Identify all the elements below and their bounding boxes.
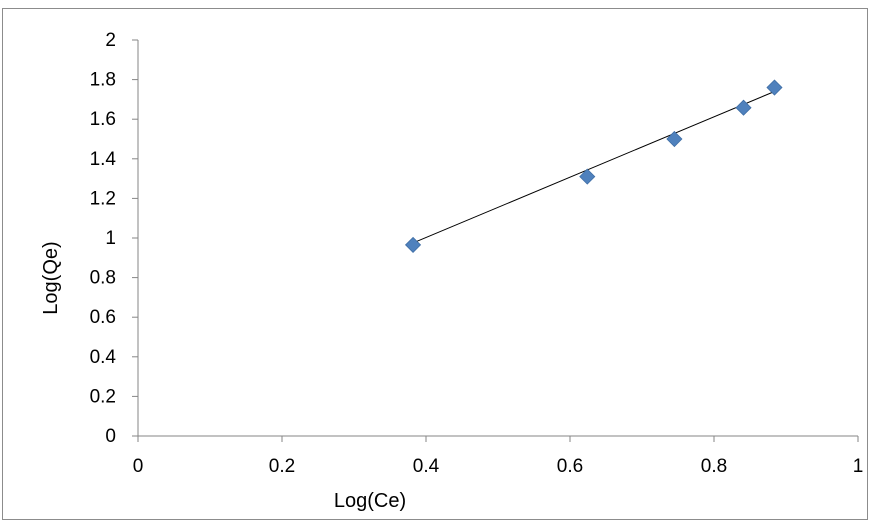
- x-tick-label: 0.2: [269, 456, 295, 477]
- data-point: [579, 168, 596, 185]
- data-point: [766, 79, 783, 96]
- x-tick-labels: 0 0.2 0.4 0.6 0.8 1: [133, 456, 864, 477]
- y-axis-title: Log(Qe): [40, 241, 62, 314]
- y-tick-label: 0.2: [90, 386, 116, 407]
- data-point: [666, 130, 683, 148]
- x-tick-label: 0.8: [701, 456, 727, 477]
- trendline: [412, 91, 775, 244]
- y-tick-label: 1: [105, 228, 116, 249]
- y-tick-label: 1.6: [90, 109, 116, 130]
- y-tick-label: 0.6: [90, 307, 116, 328]
- x-tick-label: 1: [853, 456, 864, 477]
- y-tick-label: 0: [105, 426, 116, 447]
- x-tick-label: 0: [133, 456, 144, 477]
- trendline-group: [412, 91, 775, 244]
- x-tick-label: 0.6: [557, 456, 583, 477]
- data-point: [735, 99, 752, 116]
- x-tick-label: 0.4: [413, 456, 440, 477]
- data-points: [404, 79, 783, 253]
- data-point: [404, 236, 422, 253]
- y-tick-label: 0.4: [90, 347, 117, 368]
- y-tick-labels: 0 0.2 0.4 0.6 0.8 1 1.2 1.4 1.6 1.8 2: [90, 30, 117, 447]
- axes: [132, 39, 859, 442]
- y-tick-label: 1.8: [90, 70, 116, 91]
- y-tick-label: 0.8: [90, 268, 116, 289]
- y-tick-label: 1.2: [90, 188, 116, 209]
- y-tick-label: 2: [105, 30, 116, 51]
- y-tick-label: 1.4: [90, 149, 117, 170]
- x-axis-title: Log(Ce): [334, 490, 406, 512]
- chart-frame: [2, 8, 868, 520]
